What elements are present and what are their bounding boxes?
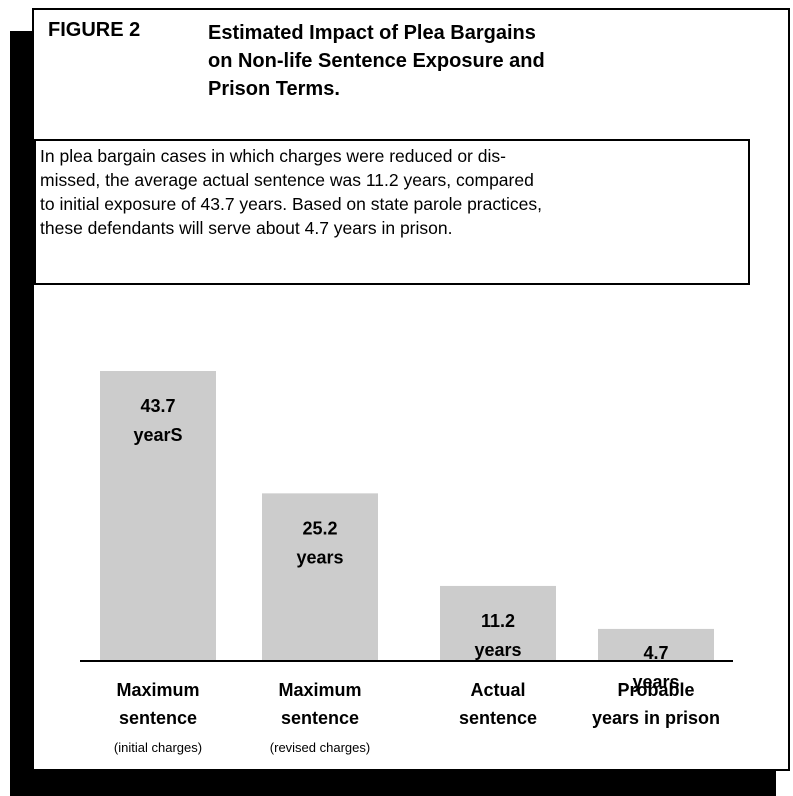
bar-value-label: 4.7	[643, 643, 668, 663]
category-note: (revised charges)	[270, 740, 370, 755]
bar-value-label: 43.7	[140, 396, 175, 416]
category-label: years in prison	[592, 708, 720, 728]
bar	[100, 371, 216, 660]
figure-title: Estimated Impact of Plea Bargains on Non…	[208, 19, 748, 103]
bar-unit-label: years	[474, 640, 521, 660]
description-line: these defendants will serve about 4.7 ye…	[40, 218, 453, 238]
category-label: Maximum	[116, 680, 199, 700]
figure-title-line: Estimated Impact of Plea Bargains	[208, 22, 536, 44]
bar-unit-label: yearS	[133, 425, 182, 445]
category-label: sentence	[119, 708, 197, 728]
category-label: sentence	[281, 708, 359, 728]
bar-unit-label: years	[296, 547, 343, 567]
category-label: Actual	[470, 680, 525, 700]
category-label: sentence	[459, 708, 537, 728]
figure-title-line: on Non-life Sentence Exposure and	[208, 50, 545, 72]
description-line: missed, the average actual sentence was …	[40, 170, 534, 190]
bar-value-label: 11.2	[481, 611, 515, 631]
category-note: (initial charges)	[114, 740, 202, 755]
figure-label: FIGURE 2	[48, 19, 141, 41]
bar-value-label: 25.2	[302, 518, 337, 538]
bar	[598, 628, 714, 660]
bar	[440, 585, 556, 660]
bar-unit-label: years	[632, 672, 679, 692]
figure-title-line: Prison Terms.	[208, 78, 340, 100]
description-line: In plea bargain cases in which charges w…	[40, 146, 506, 166]
bar	[262, 493, 378, 660]
category-label: Maximum	[278, 680, 361, 700]
category-label: Probable	[617, 680, 694, 700]
description-line: to initial exposure of 43.7 years. Based…	[40, 194, 542, 214]
description-box: In plea bargain cases in which charges w…	[34, 139, 750, 285]
